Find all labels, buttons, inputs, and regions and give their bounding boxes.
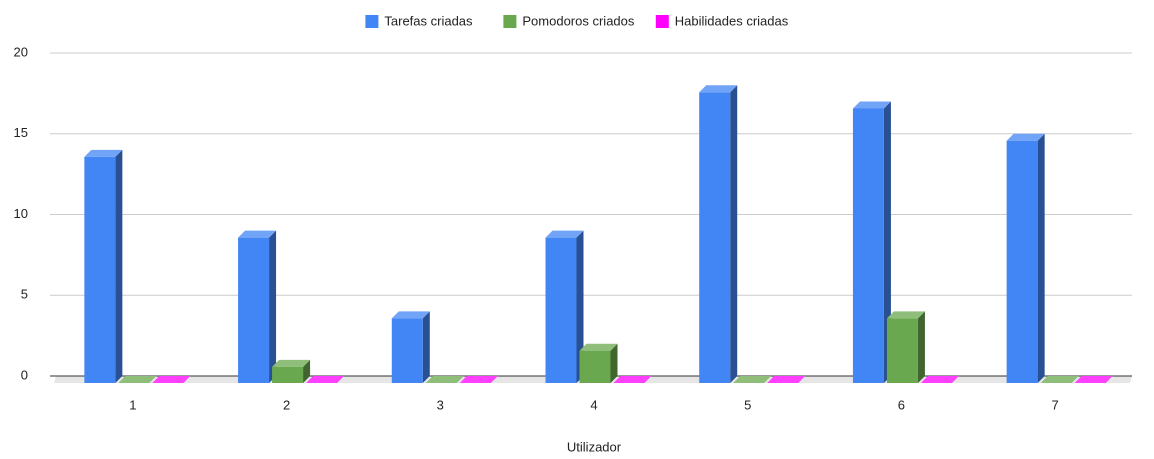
bar	[886, 318, 918, 383]
bar-top	[579, 343, 618, 351]
y-tick-label: 15	[14, 125, 28, 140]
legend-swatch	[503, 15, 517, 28]
bar-side	[303, 359, 311, 383]
bar-top	[613, 376, 652, 383]
bar-top	[733, 376, 772, 383]
legend-label: Tarefas criadas	[384, 13, 473, 28]
bar-side	[730, 85, 738, 384]
x-tick-label: 2	[283, 397, 290, 412]
y-tick-label: 10	[14, 206, 28, 221]
bar-side	[269, 230, 277, 383]
bar-side	[610, 343, 618, 383]
bar-top	[391, 311, 430, 319]
bar-side	[1037, 133, 1045, 383]
bar	[272, 366, 304, 383]
y-tick-label: 5	[21, 287, 28, 302]
bar-top	[886, 311, 925, 319]
bar-side	[883, 101, 891, 383]
bar-top	[852, 101, 891, 109]
bar-top	[118, 376, 157, 383]
bar-top	[238, 230, 277, 238]
legend-label: Habilidades criadas	[675, 13, 789, 28]
bar	[238, 237, 270, 383]
x-tick-label: 1	[129, 397, 136, 412]
x-tick-label: 3	[437, 397, 444, 412]
x-tick-label: 6	[898, 397, 905, 412]
y-tick-label: 0	[21, 367, 28, 382]
bar	[852, 108, 884, 383]
bar-top	[1006, 133, 1045, 141]
bar	[1006, 140, 1038, 383]
bar-top	[152, 376, 191, 383]
bar-top	[84, 149, 123, 157]
y-tick-label: 20	[14, 44, 28, 59]
bar-top	[699, 85, 738, 93]
legend-swatch	[365, 15, 379, 28]
bar	[391, 318, 423, 383]
bar-side	[917, 311, 925, 383]
bar-top	[306, 376, 345, 383]
legend-swatch	[655, 15, 669, 28]
x-tick-label: 5	[744, 397, 751, 412]
bar	[579, 350, 611, 383]
bar-top	[1040, 376, 1079, 383]
bar-top	[920, 376, 959, 383]
bar-top	[272, 359, 311, 367]
x-axis-title: Utilizador	[567, 439, 622, 454]
bar	[699, 92, 731, 384]
bar-side	[576, 230, 584, 383]
bar-top	[459, 376, 498, 383]
bar-side	[422, 311, 430, 383]
bar-side	[115, 149, 123, 383]
bar-top	[1074, 376, 1113, 383]
bar-top	[767, 376, 806, 383]
x-tick-label: 4	[590, 397, 597, 412]
bar-top	[545, 230, 584, 238]
bar	[84, 156, 116, 383]
bar-top	[425, 376, 464, 383]
bar	[545, 237, 577, 383]
legend-label: Pomodoros criados	[522, 13, 634, 28]
x-tick-label: 7	[1052, 397, 1059, 412]
